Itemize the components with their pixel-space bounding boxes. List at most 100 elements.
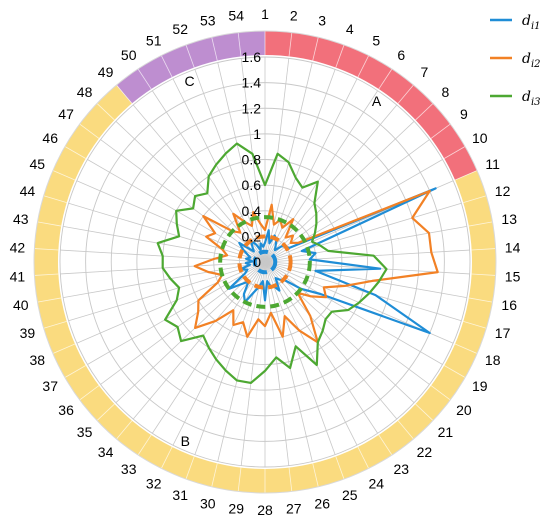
category-label: 18 xyxy=(485,352,501,368)
category-label: 5 xyxy=(372,32,380,48)
series-line-i1 xyxy=(227,187,437,335)
series-lines xyxy=(156,142,439,384)
grid-spoke xyxy=(264,261,467,298)
category-label: 42 xyxy=(10,240,26,256)
category-label: 48 xyxy=(77,84,93,100)
legend-label-i2: di2 xyxy=(522,51,541,70)
category-label: 51 xyxy=(146,32,162,48)
category-label: 36 xyxy=(58,402,74,418)
grid-spoke xyxy=(172,261,266,446)
category-label: 26 xyxy=(314,495,330,511)
band-divider xyxy=(160,55,173,78)
band-divider xyxy=(52,170,76,181)
grid-spoke xyxy=(68,261,266,322)
category-label: 53 xyxy=(200,13,216,29)
grid-spoke xyxy=(132,104,266,263)
grid-spoke xyxy=(217,261,266,462)
category-label: 41 xyxy=(10,268,26,284)
grid-spoke xyxy=(76,180,266,263)
band-divider xyxy=(137,434,152,456)
category-label: 4 xyxy=(346,21,354,37)
band-divider xyxy=(37,297,62,303)
grid-spoke xyxy=(63,261,266,298)
grid-spoke xyxy=(87,261,266,365)
category-label: 49 xyxy=(98,64,114,80)
band-divider xyxy=(454,170,478,181)
category-label: 29 xyxy=(228,500,244,516)
grid-spoke xyxy=(115,121,266,263)
category-label: 21 xyxy=(438,424,454,440)
grid-spoke xyxy=(217,62,266,263)
band-divider xyxy=(468,297,493,303)
baseline-i3 xyxy=(218,215,312,309)
r-tick-label: 0.4 xyxy=(242,203,262,219)
grid-spoke xyxy=(264,261,462,322)
category-label: 35 xyxy=(77,424,93,440)
series-line-i2 xyxy=(193,189,439,344)
band-divider xyxy=(468,221,493,227)
category-label: 3 xyxy=(318,13,326,29)
category-label: 19 xyxy=(472,378,488,394)
band-label-C: C xyxy=(184,73,194,89)
grid-spoke xyxy=(264,261,398,420)
band-divider xyxy=(37,221,62,227)
grid-spoke xyxy=(194,69,266,263)
category-label: 10 xyxy=(472,130,488,146)
band-divider xyxy=(471,248,496,251)
category-label: 38 xyxy=(30,352,46,368)
band-divider xyxy=(79,385,100,401)
grid-spoke xyxy=(264,121,415,263)
band-divider xyxy=(288,467,293,492)
grid-spoke xyxy=(240,58,266,263)
band-divider xyxy=(430,385,451,401)
band-divider xyxy=(312,463,319,487)
grid-spoke xyxy=(264,261,430,385)
legend-label-i1: di1 xyxy=(522,13,541,32)
category-label: 16 xyxy=(501,297,517,313)
category-label: 52 xyxy=(172,21,188,37)
grid-spoke xyxy=(264,139,430,263)
category-bands xyxy=(33,30,497,494)
r-tick-label: 0.6 xyxy=(242,177,262,193)
baseline-i2 xyxy=(237,234,293,290)
radial-tick-labels: 0 0.2 0.4 0.6 0.8 1 1.2 1.4 1.6 xyxy=(242,49,262,270)
band-divider xyxy=(116,84,133,104)
band-divider xyxy=(64,146,86,159)
band-divider xyxy=(463,195,487,204)
category-label: 8 xyxy=(442,84,450,100)
grid-spoke xyxy=(264,90,378,263)
category-label: 40 xyxy=(13,297,29,313)
band-divider xyxy=(415,103,434,121)
r-tick-label: 1 xyxy=(253,126,261,142)
band-divider xyxy=(96,103,115,121)
band-divider xyxy=(444,146,466,159)
band-divider xyxy=(378,434,393,456)
grid-spoke xyxy=(132,261,266,420)
band-divider xyxy=(79,123,100,139)
category-label: 28 xyxy=(257,502,273,518)
legend: di1 di2 di3 xyxy=(490,13,541,108)
category-label: 2 xyxy=(290,8,298,24)
category-label: 33 xyxy=(121,461,137,477)
band-labels: A B C xyxy=(181,73,382,449)
grid-spoke xyxy=(264,261,415,403)
category-label: 14 xyxy=(505,240,521,256)
band-divider xyxy=(335,456,345,480)
band-divider xyxy=(43,320,67,329)
grid-spoke xyxy=(264,261,443,365)
grid-spoke xyxy=(100,139,266,263)
series-baselines xyxy=(218,215,312,309)
band-divider xyxy=(34,248,59,251)
polar-grid xyxy=(59,56,471,468)
category-label: 17 xyxy=(495,325,511,341)
band-divider xyxy=(137,68,152,90)
category-label: 47 xyxy=(58,106,74,122)
band-divider xyxy=(34,273,59,276)
category-label: 46 xyxy=(42,130,58,146)
legend-label-i3: di3 xyxy=(522,89,541,108)
band-outer-border xyxy=(33,30,497,494)
category-label: 34 xyxy=(98,444,114,460)
band-divider xyxy=(397,420,414,440)
category-label: 23 xyxy=(394,461,410,477)
category-label: 54 xyxy=(228,8,244,24)
